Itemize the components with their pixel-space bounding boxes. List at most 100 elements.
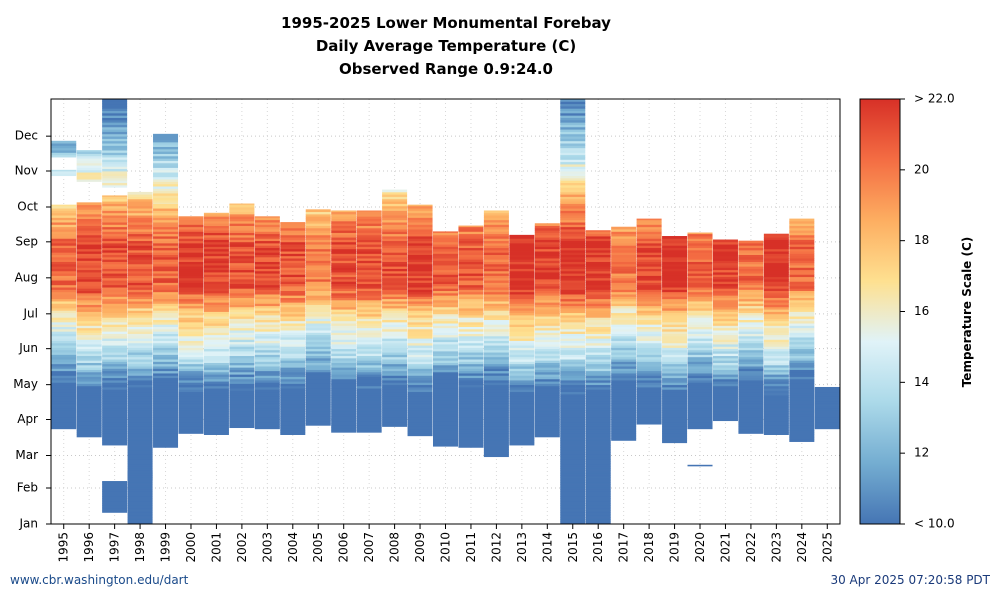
- heat-cell: [229, 290, 255, 294]
- heat-cell: [76, 337, 102, 340]
- heat-cell: [560, 136, 586, 139]
- heat-cell: [738, 363, 764, 367]
- heat-cell: [254, 301, 280, 304]
- heat-cell: [738, 407, 764, 411]
- heat-cell: [687, 305, 713, 309]
- heat-cell: [382, 333, 408, 337]
- heat-cell: [560, 219, 586, 223]
- heat-cell: [534, 232, 560, 236]
- heat-cell: [254, 396, 280, 399]
- heat-cell: [611, 363, 637, 367]
- heat-cell: [356, 404, 382, 408]
- heat-cell: [789, 350, 815, 354]
- heat-cell: [203, 418, 229, 422]
- heat-cell: [458, 435, 484, 439]
- heat-cell: [458, 261, 484, 265]
- heat-cell: [127, 217, 153, 221]
- heat-cell: [509, 361, 535, 365]
- heat-cell: [127, 498, 153, 502]
- heat-cell: [814, 400, 840, 404]
- heat-cell: [483, 431, 509, 434]
- heat-cell: [203, 399, 229, 403]
- heat-cell: [153, 312, 179, 316]
- heat-cell: [636, 289, 662, 293]
- heat-cell: [153, 301, 179, 304]
- heat-cell: [458, 384, 484, 388]
- heat-cell: [636, 405, 662, 409]
- heat-cell: [560, 180, 586, 184]
- heat-cell: [636, 224, 662, 228]
- heat-cell: [611, 321, 637, 325]
- heat-cell: [738, 252, 764, 256]
- heat-cell: [534, 383, 560, 387]
- heat-cell: [560, 284, 586, 288]
- heat-cell: [458, 308, 484, 311]
- heat-cell: [636, 370, 662, 374]
- heat-cell: [153, 273, 179, 276]
- heat-cell: [51, 266, 77, 269]
- heat-cell: [483, 229, 509, 232]
- heat-cell: [534, 227, 560, 231]
- heat-cell: [611, 247, 637, 251]
- heat-cell: [636, 352, 662, 355]
- heat-cell: [534, 241, 560, 245]
- heat-cell: [127, 194, 153, 197]
- heat-cell: [127, 210, 153, 214]
- heat-cell: [51, 217, 77, 221]
- heat-cell: [763, 332, 789, 336]
- heat-cell: [102, 217, 128, 221]
- heat-cell: [585, 468, 611, 471]
- heat-cell: [407, 403, 433, 406]
- heat-cell: [789, 227, 815, 231]
- heat-cell: [738, 412, 764, 416]
- heat-cell: [305, 397, 331, 401]
- heat-cell: [738, 400, 764, 404]
- heat-cell: [51, 298, 77, 302]
- heat-cell: [585, 417, 611, 420]
- heat-cell: [76, 258, 102, 261]
- heat-cell: [76, 204, 102, 208]
- heat-cell: [712, 350, 738, 354]
- heat-cell: [407, 205, 433, 209]
- heat-cell: [738, 403, 764, 406]
- heat-cell: [789, 230, 815, 233]
- heat-cell: [305, 416, 331, 419]
- heat-cell: [153, 384, 179, 388]
- heat-cell: [280, 388, 306, 391]
- heat-cell: [356, 383, 382, 387]
- heat-cell: [483, 363, 509, 367]
- heat-cell: [254, 233, 280, 237]
- heat-cell: [76, 267, 102, 271]
- footer-source-link[interactable]: www.cbr.washington.edu/dart: [10, 573, 189, 587]
- heat-cell: [102, 145, 128, 149]
- heat-cell: [356, 353, 382, 357]
- heat-cell: [509, 398, 535, 402]
- heat-cell: [51, 301, 77, 304]
- heat-cell: [280, 411, 306, 415]
- heat-cell: [585, 447, 611, 451]
- heat-cell: [76, 369, 102, 373]
- heat-cell: [127, 507, 153, 511]
- heat-cell: [331, 367, 357, 370]
- heat-cell: [153, 133, 179, 136]
- heat-cell: [636, 400, 662, 404]
- heat-cell: [254, 386, 280, 390]
- heat-cell: [382, 342, 408, 346]
- heat-cell: [76, 406, 102, 410]
- heat-cell: [763, 374, 789, 377]
- heat-cell: [102, 124, 128, 128]
- heat-cell: [712, 274, 738, 278]
- heat-cell: [407, 412, 433, 416]
- heat-cell: [229, 327, 255, 331]
- heat-cell: [712, 381, 738, 384]
- heat-cell: [203, 348, 229, 352]
- heat-cell: [433, 388, 458, 391]
- heat-cell: [687, 321, 713, 325]
- heat-cell: [280, 395, 306, 398]
- heat-cell: [407, 426, 433, 430]
- heat-cell: [127, 305, 153, 309]
- heat-cell: [382, 280, 408, 283]
- heat-cell: [76, 422, 102, 426]
- heat-cell: [203, 395, 229, 398]
- heat-cell: [560, 226, 586, 230]
